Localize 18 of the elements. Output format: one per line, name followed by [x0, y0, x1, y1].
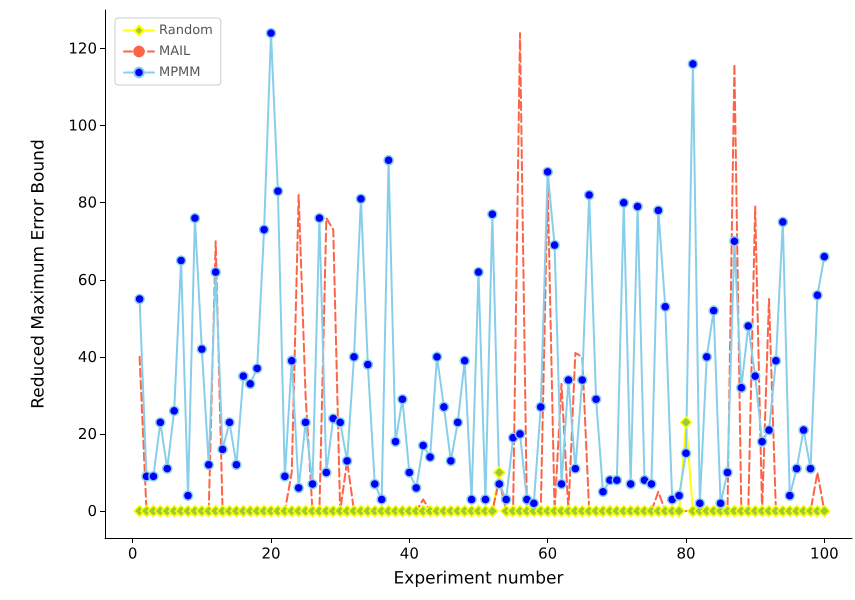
x-tick-label: 80	[676, 544, 696, 562]
y-tick-label: 60	[78, 270, 97, 289]
x-tick-label: 40	[400, 544, 419, 562]
legend-label: MPMM	[159, 65, 200, 80]
x-tick-label: 60	[538, 544, 558, 562]
y-tick-label: 20	[78, 424, 97, 443]
y-tick-label: 100	[68, 116, 97, 135]
x-axis-title: Experiment number	[394, 568, 564, 588]
y-tick-label: 0	[87, 502, 97, 520]
y-tick-label: 40	[78, 348, 97, 366]
x-tick-label: 100	[810, 544, 839, 562]
y-tick-label: 120	[68, 40, 97, 58]
legend-label: MAIL	[159, 44, 191, 59]
y-axis-title: Reduced Maximum Error Bound	[28, 139, 48, 409]
y-tick-label: 80	[78, 194, 97, 212]
x-tick-label: 20	[261, 544, 281, 562]
legend-label: Random	[159, 23, 213, 38]
x-tick-label: 0	[128, 544, 138, 562]
